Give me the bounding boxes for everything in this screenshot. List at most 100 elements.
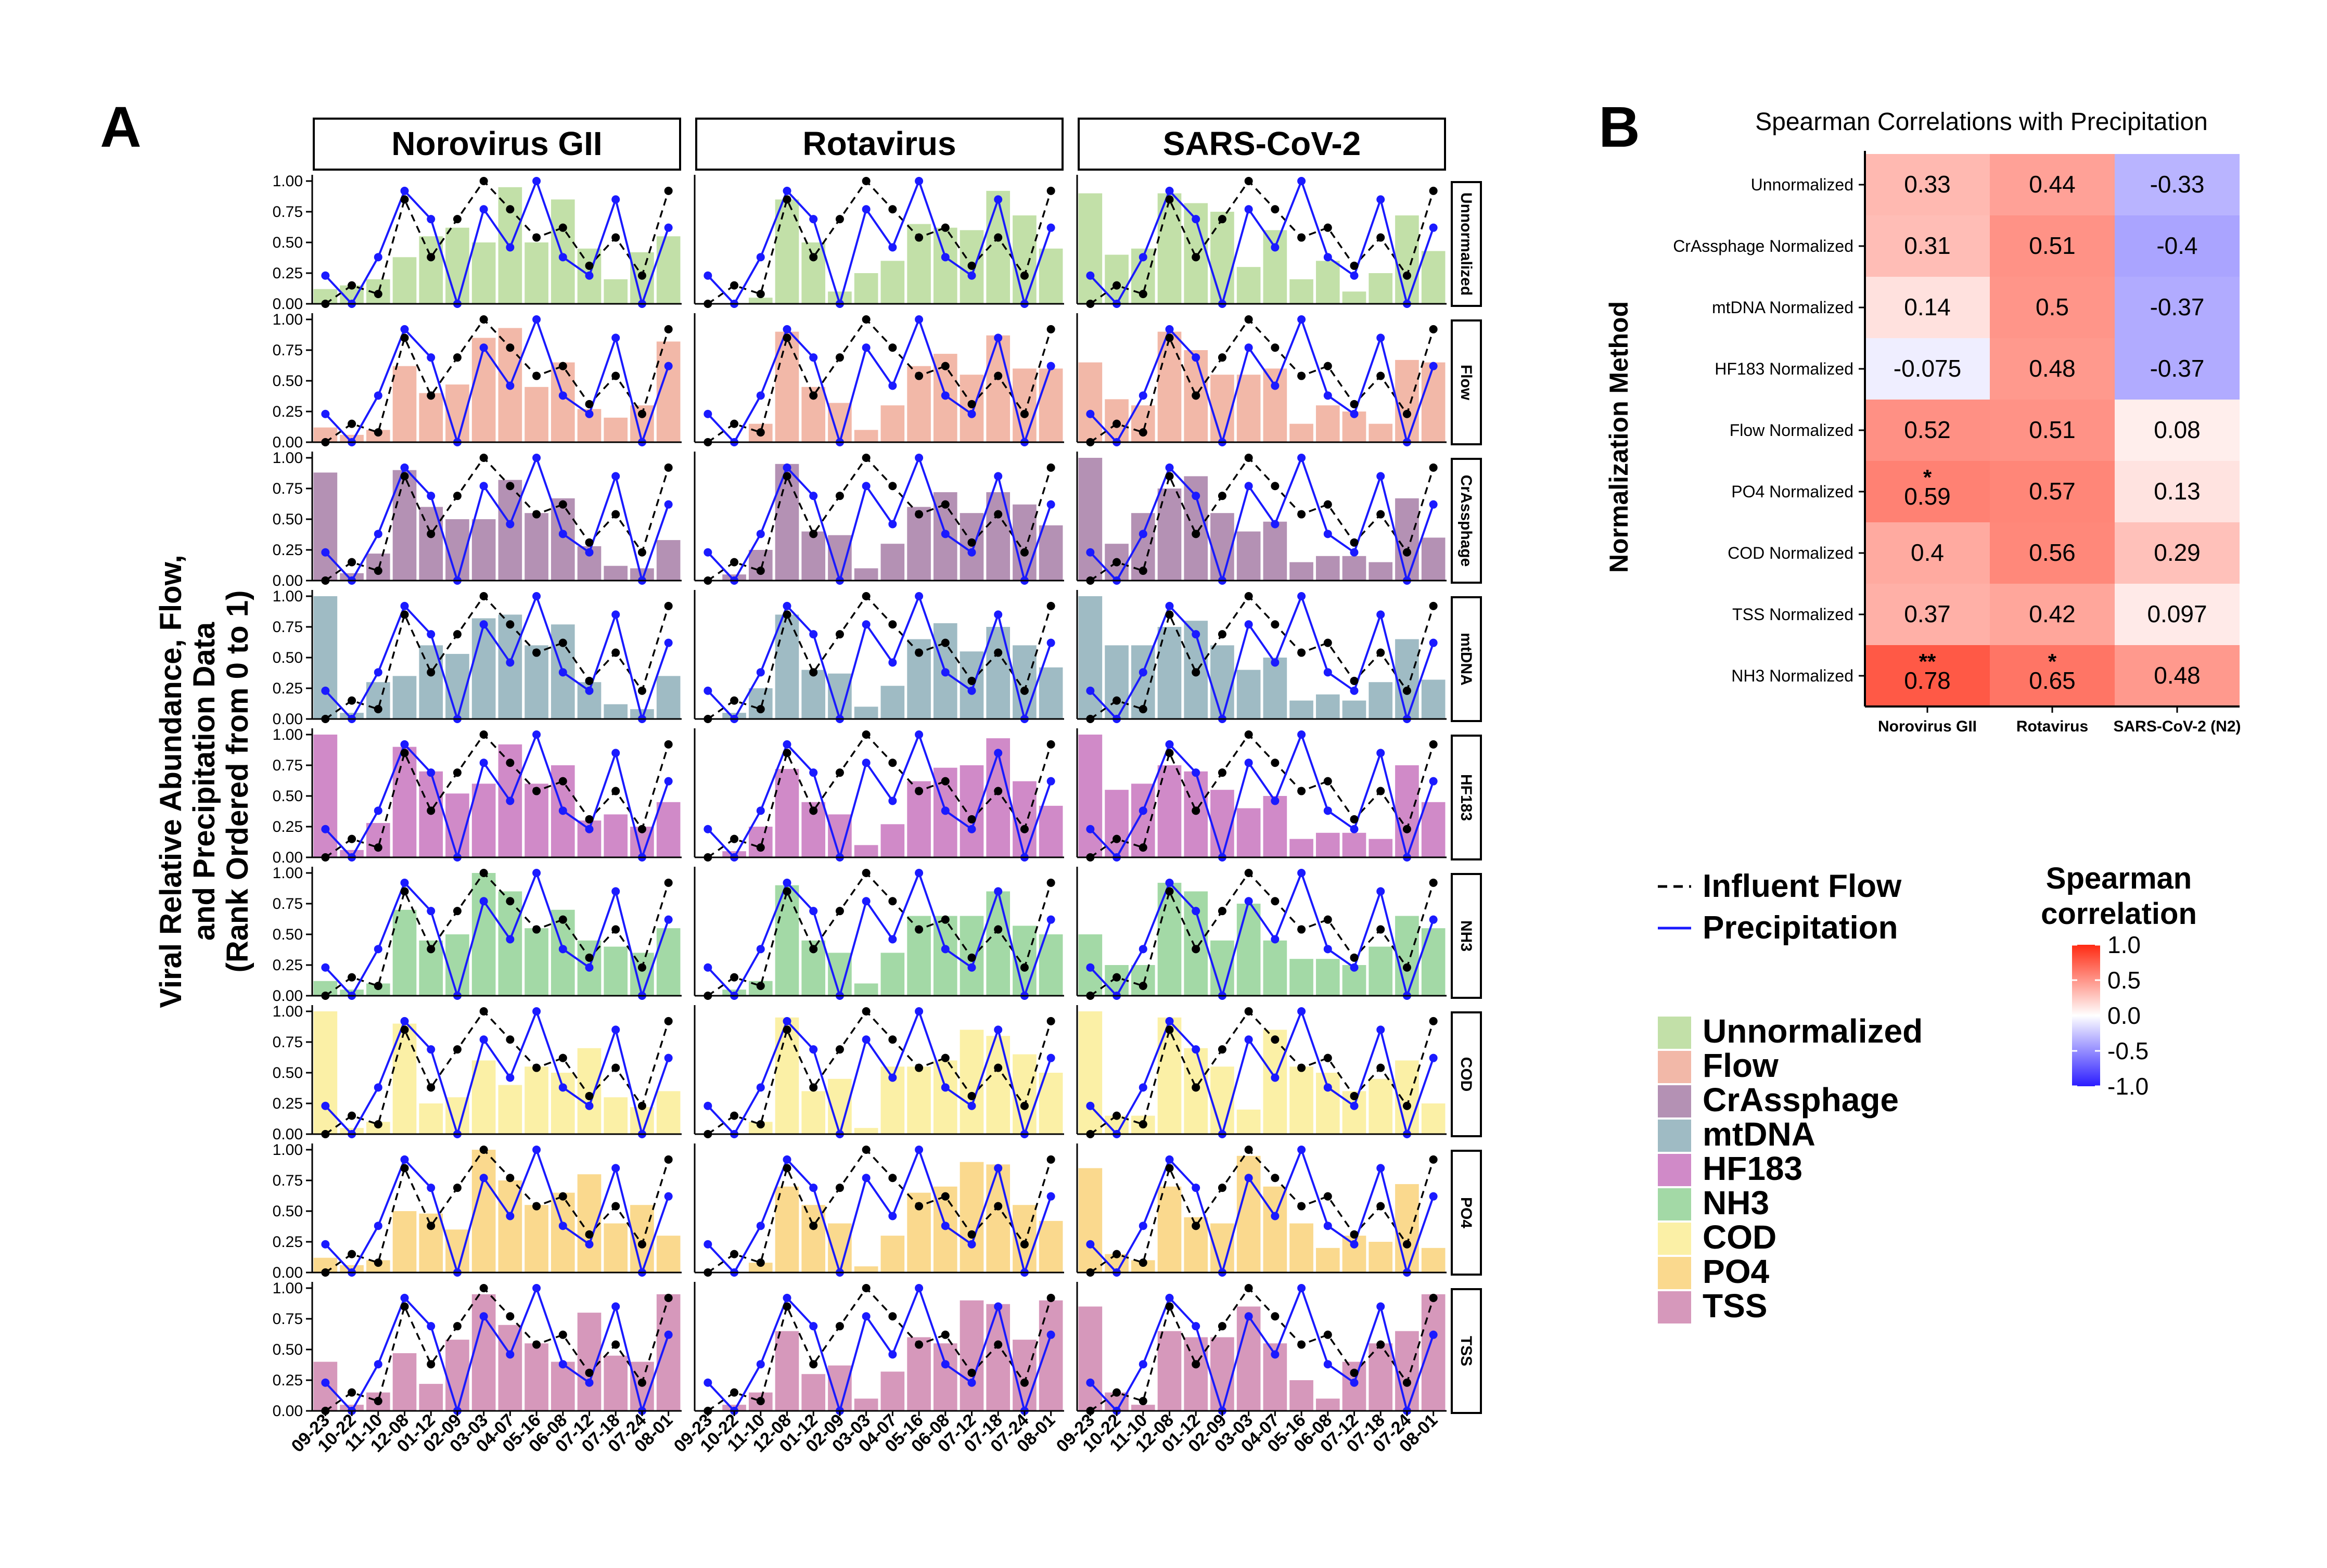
abundance-bar (656, 802, 681, 857)
y-tick-label: 1.00 (273, 173, 303, 190)
significance-marker: ** (1919, 649, 1936, 674)
abundance-bar (630, 709, 654, 719)
precipitation-point (1350, 1240, 1359, 1249)
precipitation-point (1086, 548, 1095, 557)
precipitation-point (1192, 353, 1200, 362)
abundance-bar (1421, 537, 1446, 581)
influent-flow-point (479, 1146, 488, 1154)
influent-flow-point (1244, 1146, 1253, 1154)
precipitation-point (809, 1322, 818, 1331)
precipitation-point (374, 530, 382, 538)
abundance-bar (1236, 531, 1261, 581)
abundance-bar (933, 1060, 957, 1134)
precipitation-point (558, 1083, 567, 1092)
influent-flow-point (558, 777, 567, 786)
influent-flow-point (348, 1250, 356, 1258)
abundance-bar (604, 565, 628, 581)
influent-flow-line (707, 179, 1052, 305)
row-strip (1451, 873, 1482, 999)
precipitation-point (506, 1212, 515, 1220)
precipitation-point (704, 963, 712, 972)
colorbar-title-line-1: Spearman (2046, 862, 2192, 895)
influent-flow-point (453, 353, 462, 362)
abundance-bar (392, 257, 417, 304)
influent-flow-point (994, 1202, 1003, 1211)
influent-flow-point (585, 1368, 594, 1377)
abundance-bar (1078, 1306, 1103, 1411)
abundance-bar (471, 519, 496, 581)
influent-flow-point (479, 177, 488, 185)
fill-legend-swatch (1658, 1085, 1691, 1117)
abundance-bar (419, 1384, 443, 1411)
precipitation-point (1323, 1222, 1332, 1230)
precipitation-point (704, 1240, 712, 1249)
precipitation-point (321, 1240, 330, 1249)
influent-flow-point (1020, 686, 1029, 695)
influent-flow-point (941, 1192, 950, 1201)
influent-flow-point (888, 620, 897, 629)
heatmap-cell-value: 0.51 (2029, 232, 2076, 259)
influent-flow-point (664, 740, 673, 749)
influent-flow-point (1192, 945, 1200, 954)
heatmap-cell (1990, 522, 2115, 584)
influent-flow-point (888, 897, 897, 906)
abundance-bar (656, 1236, 681, 1273)
precipitation-point (888, 520, 897, 529)
precipitation-point (809, 353, 818, 362)
precipitation-point (1323, 391, 1332, 400)
y-tick-label: 0.00 (273, 1264, 303, 1281)
abundance-bar (471, 242, 496, 304)
influent-flow-point (532, 1063, 541, 1072)
influent-flow-point (532, 1202, 541, 1211)
influent-flow-point (1192, 391, 1200, 400)
precipitation-point (1429, 777, 1438, 786)
influent-flow-point (1139, 982, 1147, 991)
row-strip (1451, 458, 1482, 584)
precipitation-point (1297, 1146, 1306, 1154)
influent-flow-point (532, 925, 541, 934)
heatmap-row-label: TSS Normalized (1732, 605, 1853, 624)
influent-flow-line (325, 871, 670, 997)
influent-flow-point (941, 362, 950, 370)
precipitation-point (704, 686, 712, 695)
precipitation-line (324, 1008, 670, 1138)
abundance-bar (1289, 279, 1313, 304)
abundance-bar (801, 242, 826, 304)
y-tick-label: 0.75 (273, 619, 303, 636)
y-tick-label: 1.00 (273, 311, 303, 328)
row-strip-label: mtDNA (1457, 633, 1475, 686)
precipitation-point (400, 186, 409, 195)
influent-flow-point (1323, 362, 1332, 370)
precipitation-point (664, 638, 673, 647)
precipitation-point (374, 391, 382, 400)
y-tick-label: 0.25 (273, 818, 303, 836)
influent-flow-point (783, 1025, 791, 1034)
precipitation-point (585, 271, 594, 280)
precipitation-point (585, 686, 594, 695)
abundance-bar (471, 1294, 496, 1411)
precipitation-point (1086, 825, 1095, 833)
influent-flow-point (756, 1120, 765, 1129)
precipitation-point (506, 935, 515, 944)
influent-flow-point (506, 343, 515, 352)
colorbar-title-line-2: correlation (2041, 897, 2197, 931)
abundance-bar (1369, 1242, 1393, 1273)
precipitation-line (707, 1008, 1052, 1138)
influent-flow-point (730, 973, 739, 982)
precipitation-line (1089, 593, 1435, 723)
influent-flow-line (707, 1287, 1052, 1412)
influent-flow-point (637, 548, 646, 557)
abundance-bar (419, 645, 443, 719)
influent-flow-point (1271, 1035, 1280, 1044)
abundance-bar (960, 1300, 984, 1411)
y-tick-label: 0.75 (273, 1172, 303, 1189)
influent-flow-point (585, 953, 594, 962)
heatmap-cell (1990, 584, 2115, 645)
influent-flow-point (967, 676, 976, 685)
abundance-bar (498, 891, 522, 996)
precipitation-point (783, 463, 791, 472)
influent-flow-point (915, 510, 924, 519)
abundance-bar (1395, 639, 1419, 719)
precipitation-point (1376, 749, 1385, 757)
column-header: Norovirus GII (391, 125, 602, 162)
